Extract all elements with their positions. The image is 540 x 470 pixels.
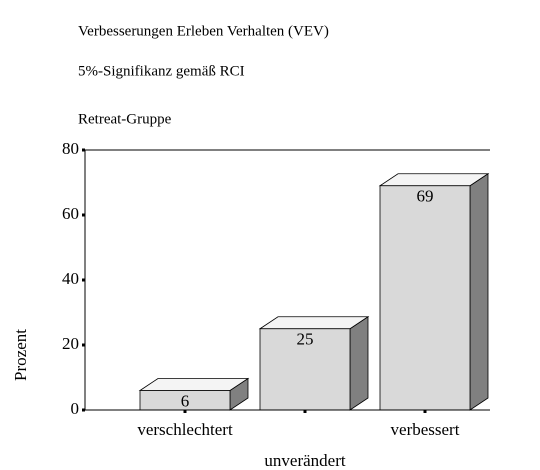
bar-top [258, 316, 370, 330]
bar-side [349, 316, 369, 411]
value-label: 6 [181, 391, 190, 410]
x-tick-label: verbessert [391, 420, 460, 439]
bar [379, 185, 471, 411]
x-tick-label: unverändert [264, 451, 345, 470]
bar-top [378, 173, 490, 187]
x-tick-label: verschlechtert [137, 420, 233, 439]
bar-top [138, 378, 250, 391]
chart-subtitle: 5%-Signifikanz gemäß RCI [78, 63, 245, 79]
group-label: Retreat-Gruppe [78, 111, 172, 127]
y-axis-label: Prozent [11, 329, 30, 381]
value-label: 25 [297, 330, 314, 349]
y-tick-label: 20 [62, 334, 79, 353]
bar [259, 328, 351, 411]
y-tick-label: 80 [62, 139, 79, 158]
chart-title: Verbesserungen Erleben Verhalten (VEV) [78, 23, 329, 39]
y-tick-label: 60 [62, 204, 79, 223]
value-label: 69 [417, 187, 434, 206]
y-tick-label: 40 [62, 269, 79, 288]
y-tick-label: 0 [71, 399, 80, 418]
bar-side [469, 173, 489, 411]
